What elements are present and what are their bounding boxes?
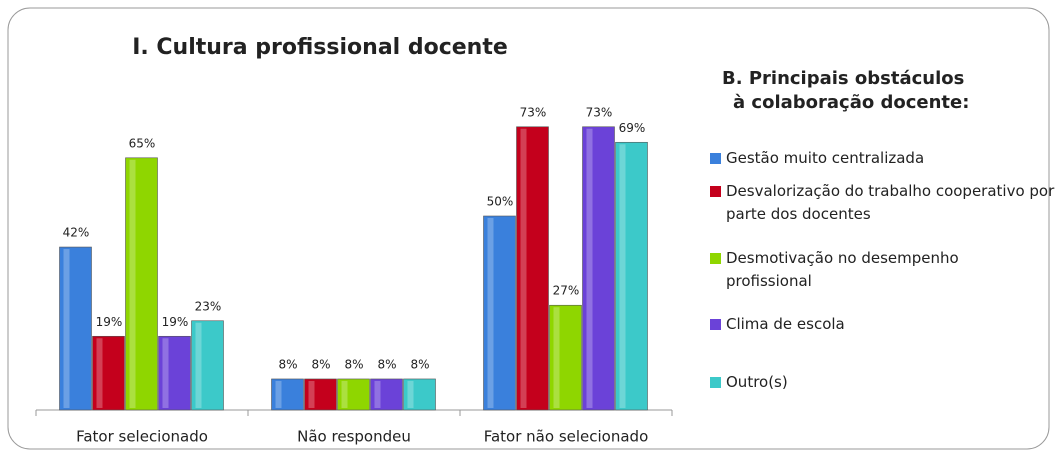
legend-item: Gestão muito centralizada: [710, 147, 1057, 170]
data-label: 8%: [377, 357, 396, 371]
bar-shine: [487, 218, 494, 408]
data-label: 42%: [63, 226, 90, 240]
legend-label: Desvalorização do trabalho cooperativo p…: [726, 182, 1055, 223]
bar-shine: [63, 249, 70, 408]
data-label: 8%: [410, 357, 429, 371]
legend-item: Clima de escola: [710, 313, 1057, 336]
bar: [549, 304, 582, 411]
bar: [191, 320, 224, 411]
bar: [92, 335, 125, 411]
legend-swatch: [710, 377, 721, 388]
bar: [158, 335, 191, 411]
bar: [271, 378, 304, 411]
bar: [615, 141, 648, 411]
bar: [337, 378, 370, 411]
bar: [516, 126, 549, 411]
legend-label: Outro(s): [726, 373, 788, 391]
bar-shine: [96, 338, 103, 408]
legend-label: Clima de escola: [726, 315, 845, 333]
data-label: 19%: [162, 315, 189, 329]
bar-shine: [162, 338, 169, 408]
bar-shine: [586, 128, 593, 408]
bar: [403, 378, 436, 411]
bar: [304, 378, 337, 411]
legend-swatch: [710, 319, 721, 330]
data-label: 23%: [195, 299, 222, 313]
data-label: 8%: [278, 357, 297, 371]
bar-shine: [341, 380, 348, 408]
legend-swatch: [710, 153, 721, 164]
bar-shine: [619, 144, 626, 408]
data-label: 65%: [129, 136, 156, 150]
legend-title: à colaboração docente:: [733, 92, 970, 113]
data-label: 73%: [586, 105, 613, 119]
bar-shine: [129, 159, 136, 408]
x-tick-label: Fator selecionado: [76, 428, 208, 446]
bar: [59, 246, 92, 411]
bar-shine: [275, 380, 282, 408]
legend-item: Desmotivação no desempenho profissional: [710, 247, 1057, 293]
x-tick-label: Fator não selecionado: [484, 428, 649, 446]
bar-shine: [520, 128, 527, 408]
data-label: 73%: [520, 105, 547, 119]
data-label: 8%: [311, 357, 330, 371]
legend-swatch: [710, 253, 721, 264]
data-label: 27%: [553, 284, 580, 298]
bar-shine: [407, 380, 414, 408]
data-label: 8%: [344, 357, 363, 371]
bar-shine: [195, 322, 202, 408]
legend-label: Desmotivação no desempenho profissional: [726, 249, 959, 290]
bar-shine: [308, 380, 315, 408]
legend-label: Gestão muito centralizada: [726, 149, 925, 167]
legend-item: Outro(s): [710, 371, 1057, 394]
legend-item: Desvalorização do trabalho cooperativo p…: [710, 180, 1057, 226]
data-label: 19%: [96, 315, 123, 329]
legend-title: B. Principais obstáculos: [722, 68, 965, 89]
bar: [370, 378, 403, 411]
chart-title: I. Cultura profissional docente: [132, 35, 508, 60]
data-label: 69%: [619, 121, 646, 135]
data-label: 50%: [487, 195, 514, 209]
bar: [483, 215, 516, 411]
x-tick-label: Não respondeu: [297, 428, 411, 446]
bar: [125, 157, 158, 411]
bar-shine: [553, 307, 560, 408]
bar: [582, 126, 615, 411]
legend-swatch: [710, 186, 721, 197]
bar-shine: [374, 380, 381, 408]
